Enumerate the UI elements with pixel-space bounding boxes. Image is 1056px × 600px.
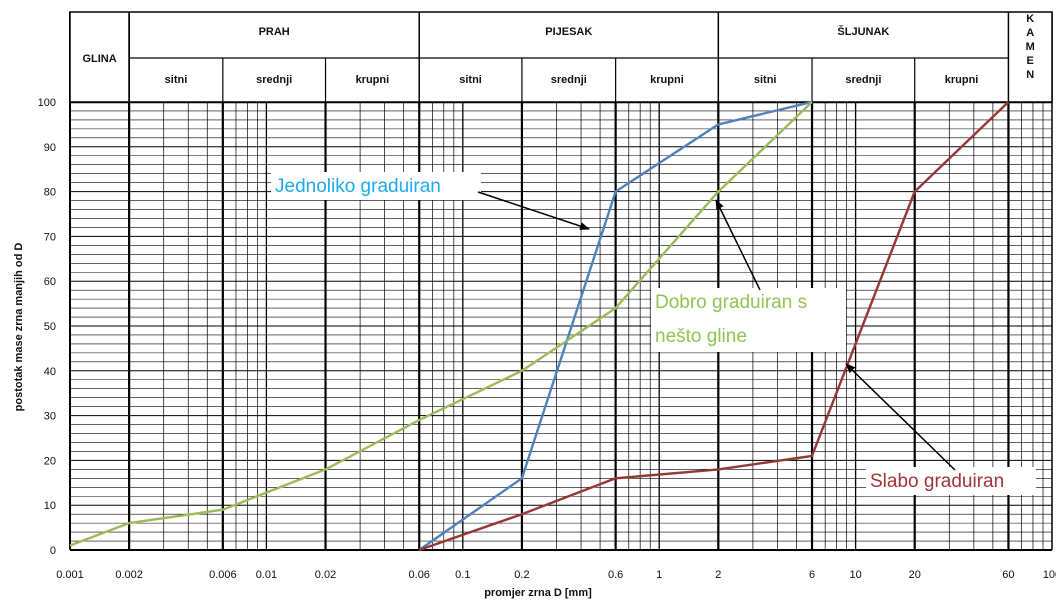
series-line-2 bbox=[418, 101, 1010, 552]
header-sub-1-1: srednji bbox=[551, 74, 587, 86]
series-line-0 bbox=[418, 100, 813, 551]
x-tick-label: 60 bbox=[1002, 569, 1014, 581]
header-sub-2-1: srednji bbox=[845, 74, 881, 86]
y-tick-label: 20 bbox=[44, 455, 56, 467]
x-tick-label: 2 bbox=[715, 569, 721, 581]
anno-dobro-box bbox=[651, 288, 846, 352]
anno-slabo-text: Slabo graduiran bbox=[870, 471, 1004, 492]
axis-ticks: 0 10 20 30 40 50 60 70 80 90 100 0.001 0.002 0.006 0.0… bbox=[38, 97, 1056, 581]
x-tick-label: 0.02 bbox=[315, 569, 336, 581]
y-tick-label: 30 bbox=[44, 411, 56, 423]
header-kamen-letter: M bbox=[1026, 41, 1035, 53]
anno-dobro-text: Dobro graduiran s bbox=[655, 292, 807, 313]
y-tick-label: 80 bbox=[44, 187, 56, 199]
x-tick-label: 0.002 bbox=[115, 569, 143, 581]
header-group-1: PIJESAK bbox=[545, 26, 592, 38]
anno-dobro-arrow bbox=[715, 199, 761, 291]
anno-slabo-arrow bbox=[845, 363, 956, 471]
header-sub-0-1: srednji bbox=[256, 74, 292, 86]
header-group-2: ŠLJUNAK bbox=[837, 25, 889, 38]
x-tick-label: 0.006 bbox=[209, 569, 237, 581]
header-sub-1-2: krupni bbox=[650, 74, 684, 86]
series-line-1 bbox=[69, 101, 813, 547]
x-tick-label: 6 bbox=[809, 569, 815, 581]
y-axis-title: postotak mase zrna manjih od D bbox=[13, 243, 25, 412]
x-tick-label: 0.2 bbox=[514, 569, 529, 581]
header-sub-1-0: sitni bbox=[459, 74, 482, 86]
x-tick-label: 0.6 bbox=[608, 569, 623, 581]
series-lines bbox=[69, 100, 1010, 552]
x-tick-label: 0.1 bbox=[455, 569, 470, 581]
header-sub-0-2: krupni bbox=[356, 74, 390, 86]
y-tick-label: 90 bbox=[44, 142, 56, 154]
y-tick-label: 70 bbox=[44, 231, 56, 243]
header-kamen-letter: E bbox=[1027, 55, 1034, 67]
x-tick-label: 20 bbox=[909, 569, 921, 581]
classification-header: PRAH sitni srednji krupni PIJESAK sitni srednj… bbox=[69, 11, 1053, 103]
anno-slabo-box bbox=[866, 467, 1036, 495]
y-tick-label: 0 bbox=[50, 545, 56, 557]
header-kamen-letter: K bbox=[1026, 13, 1034, 25]
header-glina: GLINA bbox=[82, 53, 116, 65]
x-tick-label: 0.06 bbox=[409, 569, 430, 581]
x-axis-title: promjer zrna D [mm] bbox=[484, 587, 592, 599]
header-kamen-letter: A bbox=[1026, 27, 1034, 39]
header-group-0: PRAH bbox=[259, 26, 290, 38]
header-sub-2-0: sitni bbox=[754, 74, 777, 86]
y-tick-label: 50 bbox=[44, 321, 56, 333]
anno-jednoliko-box bbox=[271, 172, 481, 200]
header-sub-0-0: sitni bbox=[165, 74, 188, 86]
x-tick-label: 0.001 bbox=[56, 569, 84, 581]
header-sub-2-2: krupni bbox=[945, 74, 979, 86]
x-tick-label: 0.01 bbox=[256, 569, 277, 581]
header-kamen-letter: N bbox=[1026, 69, 1034, 81]
anno-jednoliko-text: Jednoliko graduiran bbox=[275, 176, 441, 197]
x-tick-label: 1 bbox=[656, 569, 662, 581]
annotations: Jednoliko graduiran Dobro graduiran s nešt… bbox=[271, 172, 1036, 495]
anno-dobro-text: nešto gline bbox=[655, 326, 747, 347]
x-tick-label: 100 bbox=[1043, 569, 1056, 581]
y-tick-label: 10 bbox=[44, 500, 56, 512]
y-tick-label: 40 bbox=[44, 366, 56, 378]
x-tick-label: 10 bbox=[849, 569, 861, 581]
y-tick-label: 60 bbox=[44, 276, 56, 288]
header-frame bbox=[69, 11, 1053, 103]
y-tick-label: 100 bbox=[38, 97, 56, 109]
anno-jednoliko-arrow bbox=[477, 191, 590, 230]
